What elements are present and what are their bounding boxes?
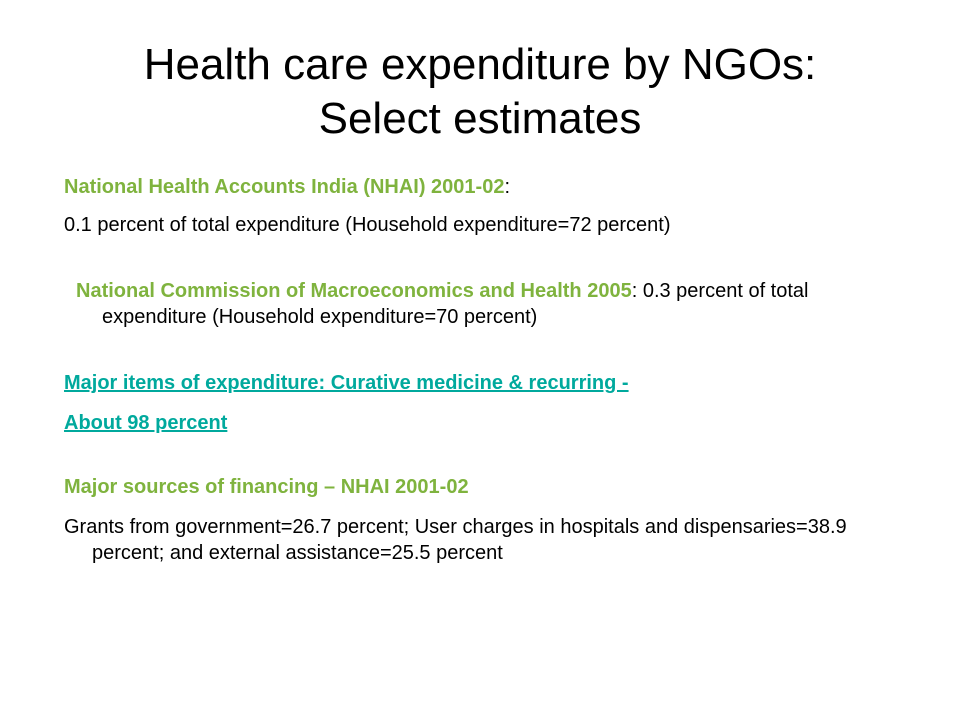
major-items-link-line-1[interactable]: Major items of expenditure: Curative med…: [64, 372, 629, 394]
ncmh-paragraph: National Commission of Macroeconomics an…: [64, 278, 904, 330]
major-items-link-line-2[interactable]: About 98 percent: [64, 412, 228, 434]
sources-heading-paragraph: Major sources of financing – NHAI 2001-0…: [64, 474, 904, 500]
slide-title-line-2: Select estimates: [318, 94, 642, 143]
sources-text: Grants from government=26.7 percent; Use…: [64, 516, 847, 564]
major-items-paragraph-line-2: About 98 percent: [64, 410, 904, 436]
slide-title: Health care expenditure by NGOs: Select …: [40, 38, 920, 146]
nhai-estimate-text: 0.1 percent of total expenditure (Househ…: [64, 214, 671, 236]
sources-heading: Major sources of financing – NHAI 2001-0…: [64, 476, 469, 498]
sources-paragraph: Grants from government=26.7 percent; Use…: [64, 514, 904, 566]
nhai-colon: :: [504, 176, 511, 198]
ncmh-estimate-text: : 0.3 percent of total expenditure (Hous…: [102, 280, 809, 328]
nhai-heading-paragraph: National Health Accounts India (NHAI) 20…: [64, 174, 904, 200]
ncmh-heading: National Commission of Macroeconomics an…: [76, 280, 632, 302]
slide-body: National Health Accounts India (NHAI) 20…: [64, 174, 904, 566]
nhai-heading: National Health Accounts India (NHAI) 20…: [64, 176, 505, 198]
nhai-estimate-paragraph: 0.1 percent of total expenditure (Househ…: [64, 212, 904, 238]
major-items-paragraph-line-1: Major items of expenditure: Curative med…: [64, 370, 904, 396]
slide-title-line-1: Health care expenditure by NGOs:: [143, 40, 817, 89]
